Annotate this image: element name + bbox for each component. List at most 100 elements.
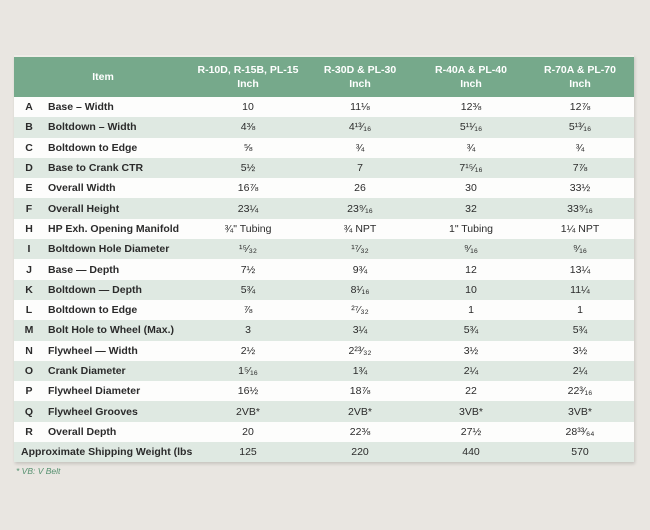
row-value: 20 xyxy=(242,425,254,438)
row-value: 12 xyxy=(465,263,477,276)
row-value: 5¹¹⁄₁₆ xyxy=(459,121,483,134)
row-value: 2¼ xyxy=(572,365,588,377)
row-value: 5¾ xyxy=(240,283,256,296)
row-letter: C xyxy=(25,141,33,154)
vb-footnote: * VB: V Belt xyxy=(16,466,61,476)
row-letter: Q xyxy=(24,405,34,418)
row-item-label: Boltdown to Edge xyxy=(48,141,138,154)
row-item-label: Boltdown — Depth xyxy=(48,283,142,296)
row-value: 2²³⁄₃₂ xyxy=(348,344,372,357)
row-value: 26 xyxy=(354,182,366,195)
column-model-label: R-70A & PL-70 xyxy=(544,64,616,76)
shipping-weight-value: 220 xyxy=(351,446,369,459)
row-letter: I xyxy=(27,243,31,256)
row-value: 22⅜ xyxy=(349,425,371,438)
row-item-label: Overall Width xyxy=(48,182,116,195)
table-row: F Overall Height 23¼ 23⁹⁄₁₆ 32 33⁹⁄₁₆ xyxy=(14,198,634,219)
row-value: 33⁹⁄₁₆ xyxy=(567,202,593,215)
row-value: 5¾ xyxy=(572,324,588,337)
row-value: 18⅞ xyxy=(349,385,371,398)
row-letter: B xyxy=(25,121,33,134)
spec-table: Item R-10D, R-15B, PL-15 Inch R-30D & PL… xyxy=(14,57,634,463)
column-unit-label: Inch xyxy=(237,78,259,90)
row-item-label: Bolt Hole to Wheel (Max.) xyxy=(48,324,174,337)
row-value: 13¼ xyxy=(569,263,591,276)
row-value: ¾ xyxy=(355,141,365,154)
row-item-label: Boltdown to Edge xyxy=(48,304,138,317)
row-letter: K xyxy=(25,283,33,296)
row-value: 1" Tubing xyxy=(448,222,493,235)
row-value: 5¾ xyxy=(463,324,479,337)
table-row: B Boltdown – Width 4⅜ 4¹³⁄₁₆ 5¹¹⁄₁₆ 5¹³⁄₁₆ xyxy=(14,117,634,138)
row-value: 3½ xyxy=(463,344,479,357)
row-value: 3 xyxy=(245,324,251,337)
table-row: C Boltdown to Edge ⅝ ¾ ¾ ¾ xyxy=(14,137,634,158)
column-model-label: R-10D, R-15B, PL-15 xyxy=(197,64,299,76)
row-value: 12⅜ xyxy=(460,101,482,114)
row-value: ¾ xyxy=(466,141,476,154)
row-letter: N xyxy=(25,344,33,357)
row-value: 9¾ xyxy=(352,263,368,276)
column-model-label: R-40A & PL-40 xyxy=(435,64,507,76)
row-item-label: HP Exh. Opening Manifold xyxy=(48,222,180,235)
row-item-label: Base – Width xyxy=(48,101,114,114)
row-item-label: Overall Height xyxy=(48,202,120,215)
row-value: 1¼ NPT xyxy=(560,222,600,235)
row-value: ²⁷⁄₃₂ xyxy=(351,304,369,317)
table-row: H HP Exh. Opening Manifold ¾" Tubing ¾ NPT 1… xyxy=(14,218,634,240)
row-letter: L xyxy=(25,304,33,317)
row-value: 7 xyxy=(357,162,363,175)
row-value: 23¼ xyxy=(237,202,259,215)
shipping-weight-row: Approximate Shipping Weight (lbs.) 125 220… xyxy=(14,442,634,463)
row-value: 22³⁄₁₆ xyxy=(567,385,593,398)
spec-table-container: Item R-10D, R-15B, PL-15 Inch R-30D & PL… xyxy=(14,55,634,463)
row-value: 7¹⁵⁄₁₆ xyxy=(459,162,483,175)
row-letter: H xyxy=(25,222,33,235)
row-letter: A xyxy=(25,101,33,114)
row-value: 10 xyxy=(465,283,477,296)
shipping-weight-value: 570 xyxy=(571,446,589,459)
row-value: 4⅜ xyxy=(240,121,256,134)
table-row: Q Flywheel Grooves 2VB* 2VB* 3VB* 3VB* xyxy=(14,401,634,422)
row-value: 3VB* xyxy=(568,405,592,418)
row-item-label: Base to Crank CTR xyxy=(48,162,144,175)
row-letter: J xyxy=(26,263,32,276)
table-row: R Overall Depth 20 22⅜ 27½ 28³³⁄₆₄ xyxy=(14,421,634,443)
row-value: 3¼ xyxy=(352,324,368,337)
row-value: 5¹³⁄₁₆ xyxy=(568,121,592,134)
table-row: O Crank Diameter 1⁵⁄₁₆ 1¾ 2¼ 2¼ xyxy=(14,360,634,382)
row-value: 1 xyxy=(577,304,583,317)
table-row: L Boltdown to Edge ⅞ ²⁷⁄₃₂ 1 1 xyxy=(14,299,634,321)
row-value: 33½ xyxy=(569,182,591,195)
row-value: ⁹⁄₁₆ xyxy=(463,243,479,256)
row-value: 23⁹⁄₁₆ xyxy=(347,202,373,215)
header-row: Item R-10D, R-15B, PL-15 Inch R-30D & PL… xyxy=(14,57,634,97)
row-value: ⁹⁄₁₆ xyxy=(572,243,588,256)
row-value: 30 xyxy=(465,182,477,195)
row-value: 3VB* xyxy=(459,405,483,418)
row-value: 12⅞ xyxy=(569,101,591,114)
row-value: 2¼ xyxy=(463,365,479,377)
row-value: 5½ xyxy=(240,162,256,175)
row-value: 11¼ xyxy=(570,283,590,296)
row-value: ¹⁷⁄₃₂ xyxy=(351,243,369,256)
row-item-label: Flywheel — Width xyxy=(48,344,138,357)
table-row: E Overall Width 16⅞ 26 30 33½ xyxy=(14,178,634,199)
row-value: 22 xyxy=(465,385,477,398)
column-header-r30d: R-30D & PL-30 Inch xyxy=(304,57,416,97)
row-value: 2½ xyxy=(240,344,256,357)
row-value: 8¹⁄₁₆ xyxy=(350,283,370,296)
row-value: 32 xyxy=(465,202,477,215)
row-letter: O xyxy=(24,365,34,377)
item-column-header: Item xyxy=(14,57,192,97)
shipping-weight-value: 440 xyxy=(462,446,480,459)
table-row: D Base to Crank CTR 5½ 7 7¹⁵⁄₁₆ 7⅞ xyxy=(14,157,634,179)
column-unit-label: Inch xyxy=(349,78,371,90)
table-row: M Bolt Hole to Wheel (Max.) 3 3¼ 5¾ 5¾ xyxy=(14,320,634,341)
column-unit-label: Inch xyxy=(569,78,591,90)
row-item-label: Boltdown – Width xyxy=(48,121,137,134)
row-value: ¾ NPT xyxy=(343,222,377,235)
table-row: P Flywheel Diameter 16½ 18⅞ 22 22³⁄₁₆ xyxy=(14,381,634,402)
row-item-label: Crank Diameter xyxy=(48,365,126,377)
column-unit-label: Inch xyxy=(460,78,482,90)
